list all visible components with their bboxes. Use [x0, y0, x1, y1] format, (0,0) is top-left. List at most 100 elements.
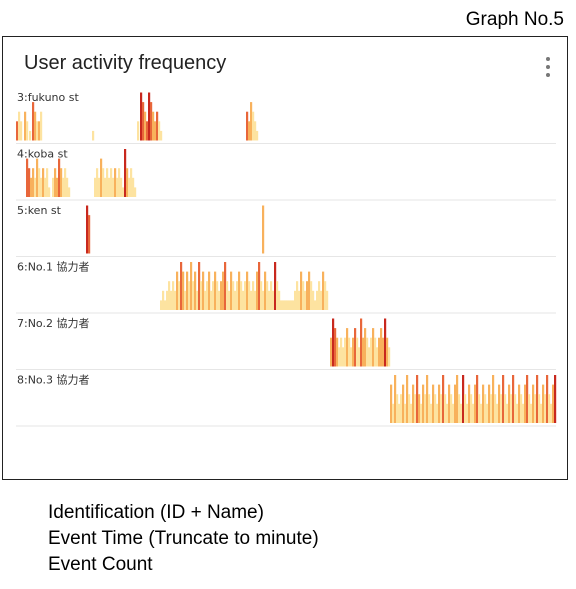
heat-bar [494, 394, 497, 423]
heat-bar [368, 347, 371, 367]
heat-bar [384, 318, 387, 367]
heat-bar [448, 384, 451, 423]
heat-bar [32, 168, 35, 197]
heat-bar [250, 290, 253, 310]
heat-bar [16, 121, 19, 141]
heat-bar [158, 121, 161, 141]
heat-bar [472, 403, 475, 423]
heat-bar [318, 281, 321, 310]
heat-bar [394, 375, 397, 423]
heat-bar [400, 394, 403, 423]
heat-bar [480, 403, 483, 423]
heat-bar [116, 177, 119, 197]
heat-bar [450, 394, 453, 423]
heat-bar [254, 290, 257, 310]
heat-bar [370, 337, 373, 367]
heat-bar [86, 205, 89, 254]
heat-bar [274, 262, 277, 310]
heat-bar [334, 328, 337, 367]
heat-bar [198, 262, 201, 310]
heat-bar [224, 262, 227, 310]
heat-bar [372, 328, 375, 367]
heat-bar [456, 375, 459, 423]
heat-bar [514, 394, 517, 423]
heat-bar [68, 187, 71, 197]
heat-bar [28, 168, 31, 197]
heat-bar [232, 281, 235, 310]
heat-bar [352, 337, 355, 367]
heat-bar [102, 168, 105, 197]
heat-bar [108, 177, 111, 197]
heat-bar [554, 375, 557, 423]
heat-bar [122, 187, 125, 197]
heat-bar [210, 290, 213, 310]
heat-bar [112, 177, 115, 197]
heat-bar [150, 102, 153, 141]
heat-bar [294, 290, 297, 310]
heat-bar [186, 271, 189, 310]
row-label: 8:No.3 協力者 [17, 374, 89, 387]
heat-bar [262, 290, 265, 310]
heat-bar [432, 384, 435, 423]
heat-bar [54, 168, 57, 197]
heat-bar [426, 375, 429, 423]
heat-bar [218, 290, 221, 310]
heat-bar [92, 130, 95, 141]
heat-bar [142, 102, 145, 141]
heat-bar [98, 177, 101, 197]
heat-bar [440, 394, 443, 423]
heat-bar [336, 337, 339, 367]
heat-bar [444, 394, 447, 423]
row-label: 5:ken st [17, 204, 62, 217]
heat-bar [322, 271, 325, 310]
heat-bar [38, 121, 41, 141]
caption-line-event-count: Event Count [48, 554, 153, 575]
heat-bar [236, 281, 239, 310]
heat-bar [550, 403, 553, 423]
heat-bar [398, 403, 401, 423]
heat-bar [48, 187, 51, 197]
heat-bar [502, 375, 505, 423]
heat-bar [30, 177, 33, 197]
heat-bar [160, 300, 163, 310]
heat-bar [332, 318, 335, 367]
heat-bar [188, 281, 191, 310]
heat-bar [406, 375, 409, 423]
heat-bar [170, 290, 173, 310]
heat-bar [548, 394, 551, 423]
heat-bar [29, 130, 32, 141]
heat-bar [540, 403, 543, 423]
heat-bar [36, 121, 39, 141]
heat-bar [226, 281, 229, 310]
heat-bar [338, 347, 341, 367]
heat-bar [446, 403, 449, 423]
heat-bar [292, 300, 295, 310]
heat-bar [288, 300, 291, 310]
heat-bar [304, 290, 307, 310]
heat-bar [506, 403, 509, 423]
heat-bar [174, 290, 177, 310]
more-vert-icon[interactable] [543, 57, 553, 77]
heat-bar [388, 347, 391, 367]
heat-bar [364, 328, 367, 367]
heat-bar [512, 375, 515, 423]
heat-bar [428, 394, 431, 423]
heat-bar [396, 394, 399, 423]
row-label: 4:koba st [17, 148, 68, 161]
heat-bar [344, 337, 347, 367]
heat-bar [330, 337, 333, 367]
heat-bar [32, 102, 35, 141]
heat-bar [126, 168, 129, 197]
caption-line-identification: Identification (ID + Name) [48, 502, 264, 523]
heat-bar [316, 290, 319, 310]
heat-bar [144, 111, 147, 141]
heat-bar [152, 111, 155, 141]
heat-bar [230, 271, 233, 310]
heat-bar [268, 290, 271, 310]
heat-bar [376, 347, 379, 367]
heat-bar [196, 290, 199, 310]
heat-bar [532, 384, 535, 423]
heat-bar [184, 290, 187, 310]
heat-bar [56, 177, 59, 197]
heat-bar [442, 375, 445, 423]
